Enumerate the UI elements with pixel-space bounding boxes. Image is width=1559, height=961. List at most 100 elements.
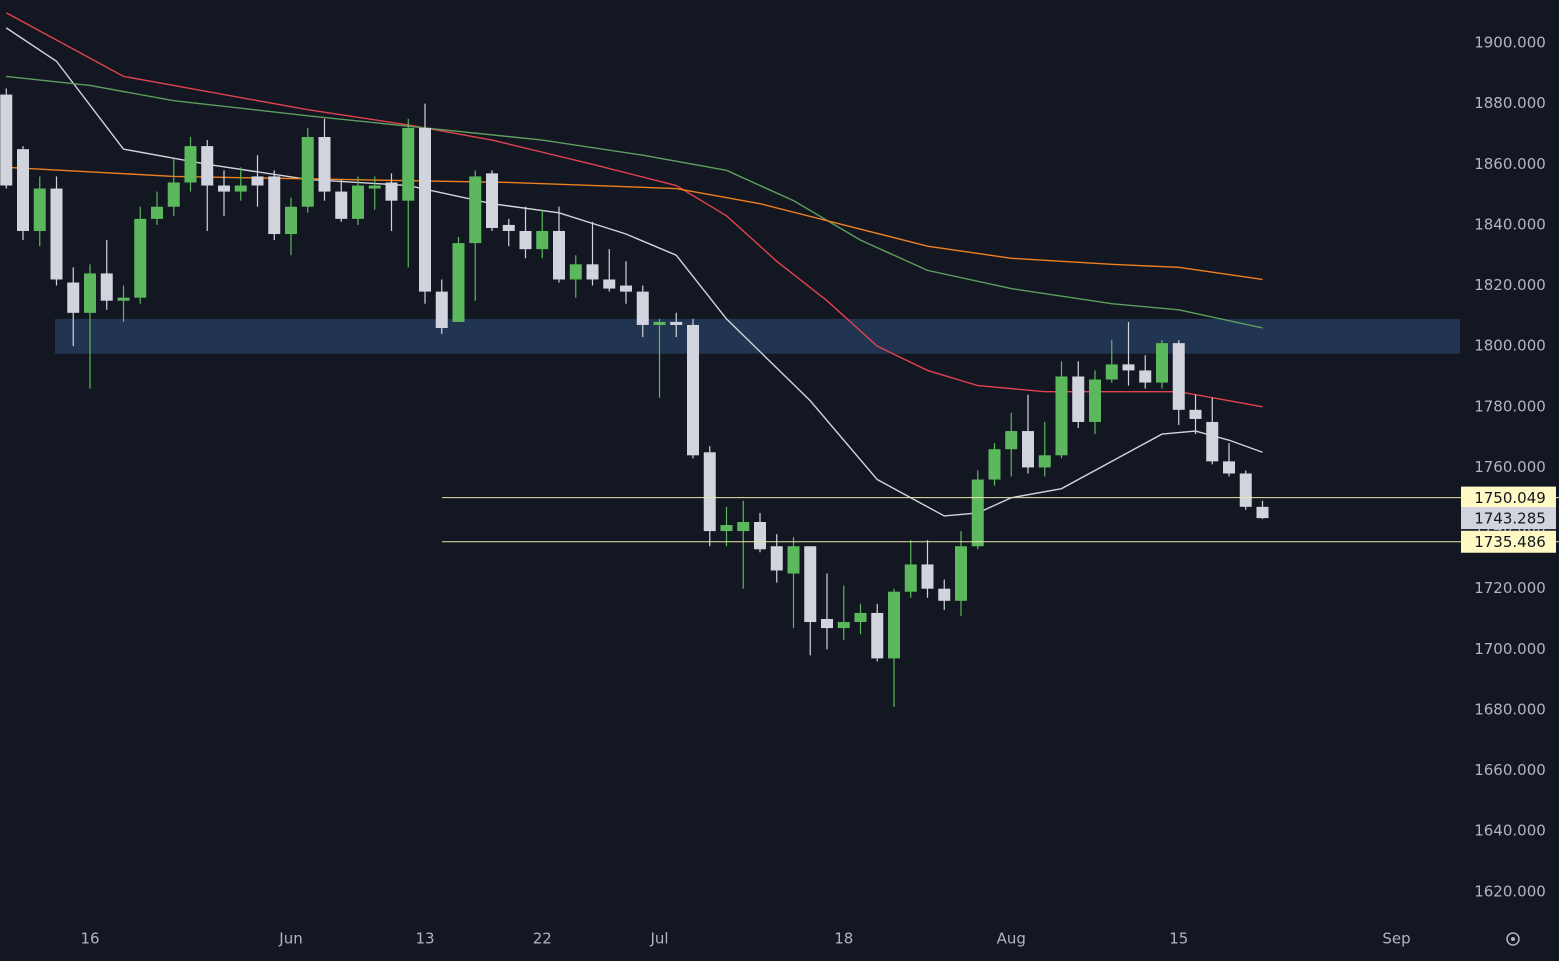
candle-body [787, 546, 800, 574]
plot-area [0, 12, 1460, 707]
last-price-tag-box [1461, 507, 1556, 530]
y-tick-label: 1840.000 [1474, 215, 1546, 233]
x-tick-label: 15 [1169, 930, 1188, 948]
candle-body [1055, 376, 1068, 456]
candle-body [653, 321, 666, 325]
candle-body [586, 264, 599, 280]
y-tick-label: 1640.000 [1474, 822, 1546, 840]
level-price-tag-box [1461, 486, 1556, 509]
axes: 1620.000 1640.000 1660.000 1680.000 1700.000… [80, 34, 1559, 948]
candle-body [84, 273, 96, 313]
candle-body [603, 279, 616, 289]
level-price-tag-box [1461, 530, 1556, 553]
y-tick-label: 1700.000 [1474, 640, 1546, 658]
candle-body [17, 149, 29, 231]
candle-body [1038, 455, 1051, 468]
candle-body [368, 185, 381, 189]
candle-body [1089, 379, 1101, 422]
candle-body [33, 188, 46, 231]
y-tick-label: 1800.000 [1474, 337, 1546, 355]
x-tick-label: 13 [415, 930, 434, 948]
candle-body [50, 188, 63, 280]
y-tick-label: 1680.000 [1474, 700, 1546, 718]
candle-body [201, 146, 214, 186]
candle-body [703, 452, 716, 532]
x-tick-label: 18 [834, 930, 853, 948]
y-tick-label: 1880.000 [1474, 94, 1546, 112]
candle-body [100, 273, 113, 301]
candle-body [1022, 431, 1034, 468]
y-tick-label: 1820.000 [1474, 276, 1546, 294]
candle-body [251, 176, 264, 186]
candle-body [1172, 343, 1185, 410]
candle-body [971, 479, 984, 547]
candle-body [955, 546, 967, 601]
settings-gear[interactable] [1506, 932, 1520, 946]
candle-body [1189, 409, 1202, 419]
candle-body [385, 182, 398, 201]
candle-body [486, 173, 498, 228]
candle-body [569, 264, 582, 280]
candle-body [268, 176, 281, 235]
x-tick-label: Aug [997, 930, 1026, 948]
candle-body [720, 525, 733, 532]
candle-body [234, 185, 247, 192]
candle-body [754, 521, 766, 550]
candle-body [519, 230, 532, 250]
level-price-tag: 1750.049 [1474, 489, 1546, 507]
y-tick-label: 1860.000 [1474, 155, 1546, 173]
candle-body [670, 321, 683, 325]
candle-body [821, 618, 833, 629]
y-tick-label: 1660.000 [1474, 761, 1546, 779]
candle-body [352, 185, 364, 219]
candle-body [1122, 364, 1135, 371]
settings-icon[interactable] [1506, 932, 1520, 946]
candle-body [285, 206, 297, 235]
candle-body [435, 291, 448, 328]
support-zone [55, 318, 1460, 354]
candle-body [938, 588, 951, 601]
candle-body [1105, 364, 1118, 380]
candle-body [301, 137, 314, 207]
candle-body [988, 449, 1001, 480]
candle-body [536, 230, 549, 250]
candle-body [452, 243, 465, 322]
candle-body [1206, 421, 1219, 462]
candle-body [1156, 343, 1168, 383]
candle-body [888, 591, 900, 659]
candle-body [921, 564, 934, 589]
moving-average-line [5, 12, 1263, 408]
moving-average-line [6, 75, 1263, 329]
candle-body [469, 176, 482, 244]
candle-body [837, 622, 850, 629]
y-tick-label: 1900.000 [1474, 34, 1546, 52]
candle-body [184, 146, 197, 183]
candle-body [318, 137, 331, 192]
y-tick-label: 1780.000 [1474, 397, 1546, 415]
candle-body [419, 127, 431, 292]
candle-body [1223, 461, 1235, 474]
settings-gear-center[interactable] [1511, 937, 1515, 941]
candle-body [402, 127, 415, 201]
candle-body [218, 185, 230, 192]
x-tick-label: Jul [649, 930, 668, 948]
candle-body [1139, 370, 1152, 383]
candle-body [904, 564, 917, 592]
candle-body [804, 546, 817, 623]
candle-body [1005, 431, 1018, 450]
candle-body [117, 297, 130, 301]
y-tick-label: 1620.000 [1474, 882, 1546, 900]
candle-body [737, 521, 750, 532]
candle-body [1072, 376, 1085, 422]
candle-body [335, 191, 348, 219]
candle-body [854, 612, 867, 623]
y-tick-label: 1760.000 [1474, 458, 1546, 476]
candle-body [620, 285, 632, 292]
y-tick-label: 1720.000 [1474, 579, 1546, 597]
candle-body [502, 224, 515, 231]
x-tick-label: 22 [533, 930, 552, 948]
candle-body [1239, 473, 1252, 507]
candle-body [151, 206, 163, 219]
